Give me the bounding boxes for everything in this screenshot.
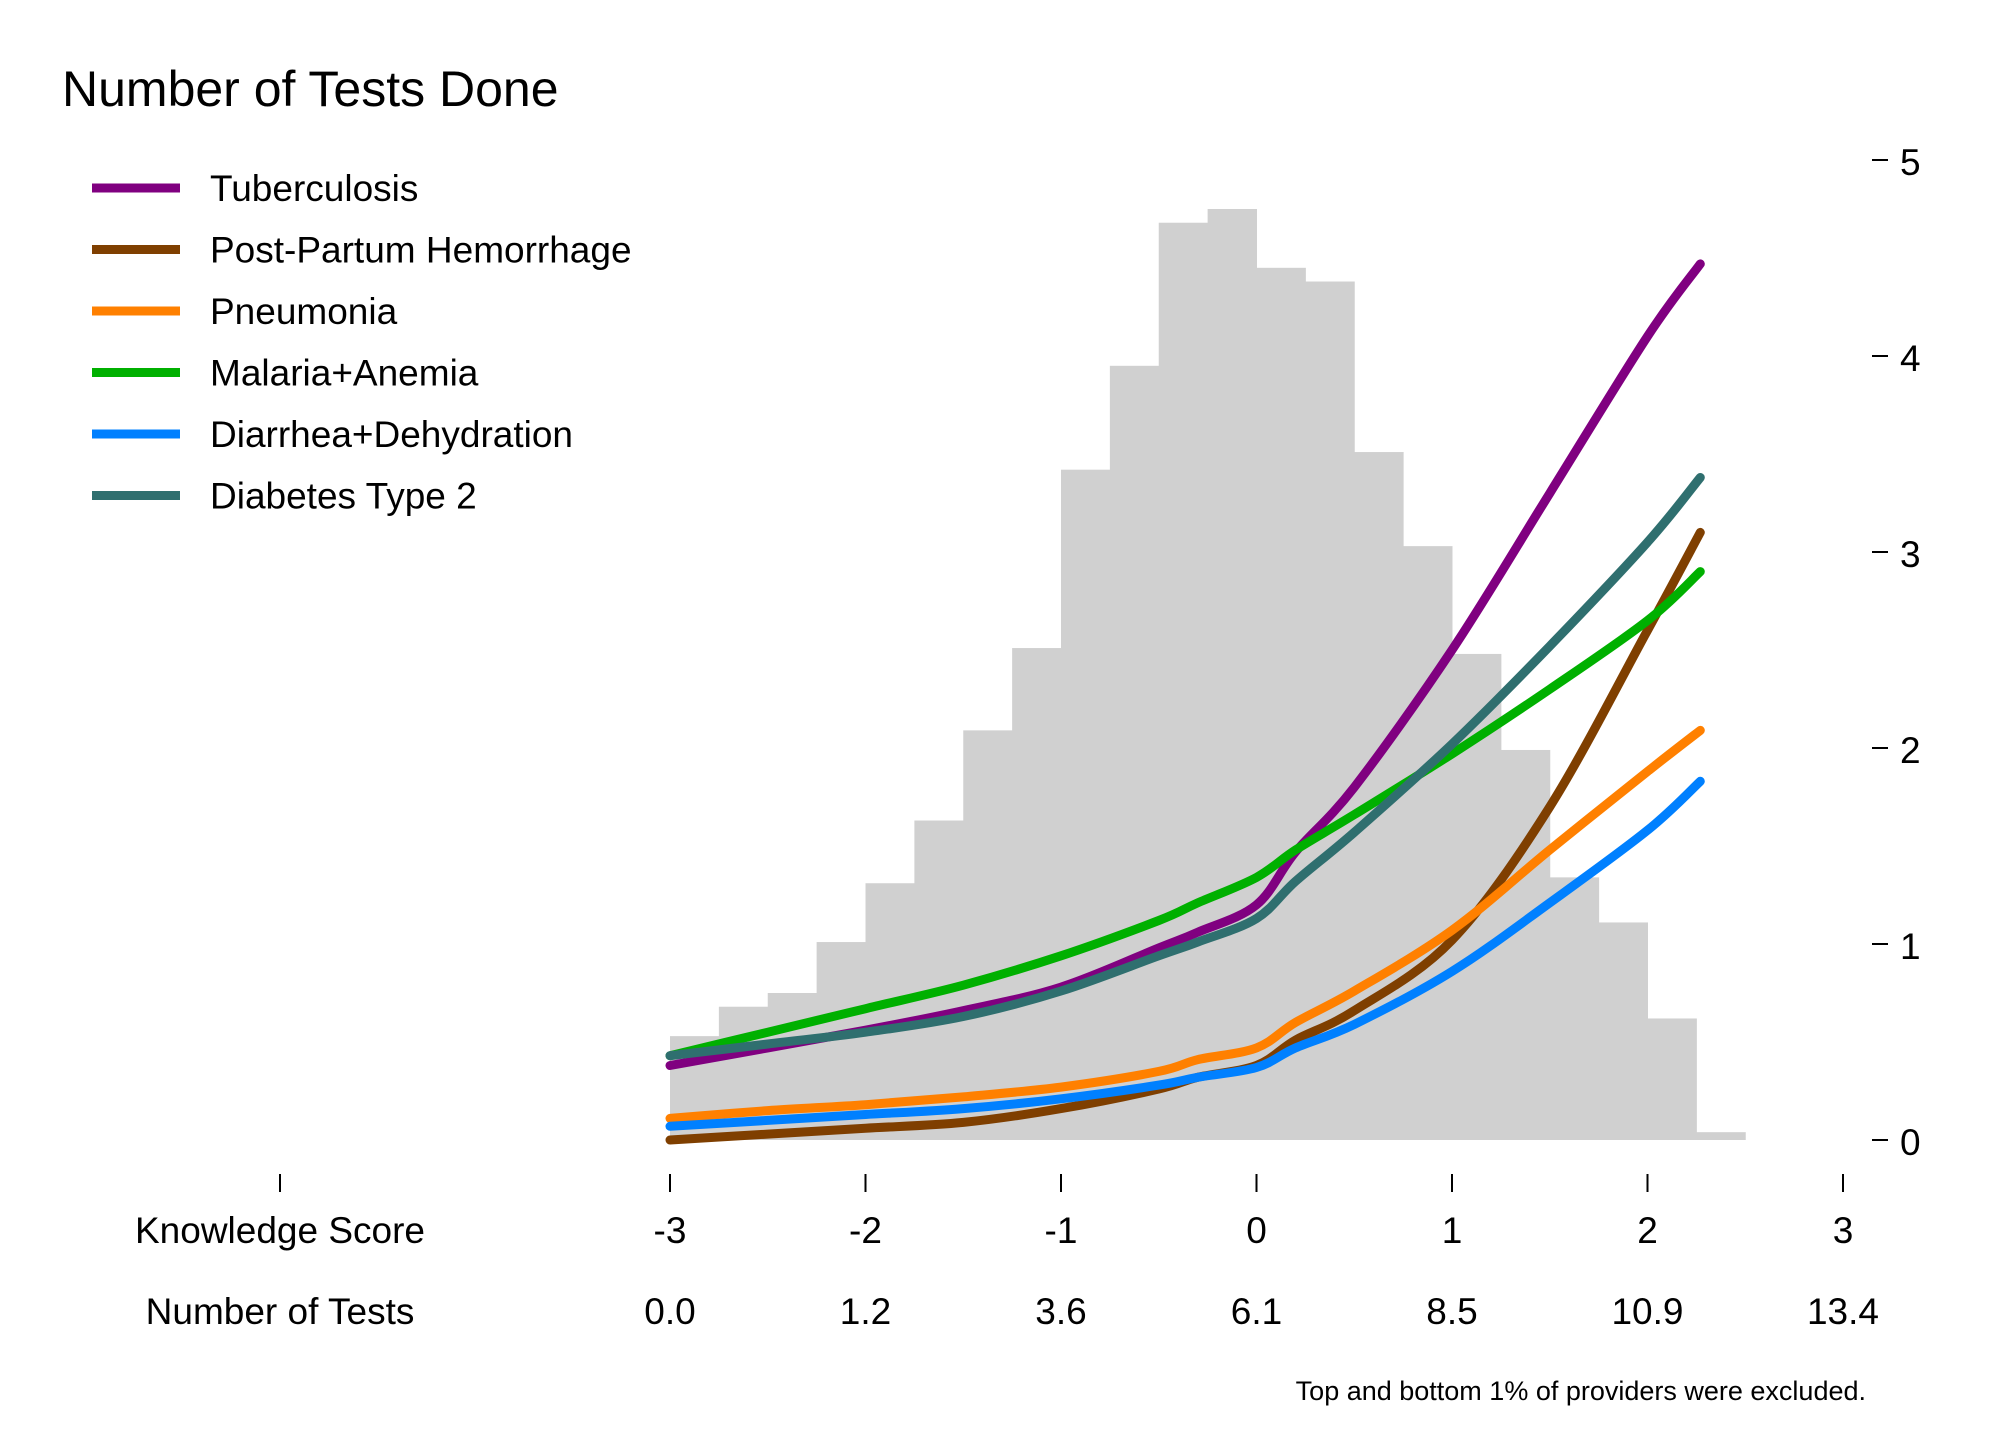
secondary-tick-label: 0.0 <box>644 1291 695 1332</box>
x-tick-label: -1 <box>1045 1210 1078 1251</box>
series-lines <box>665 259 1705 1145</box>
y-tick-label: 0 <box>1900 1122 1921 1163</box>
x-axis-label: Knowledge Score <box>135 1210 425 1251</box>
legend-label-malaria-anemia: Malaria+Anemia <box>210 353 479 394</box>
footnote: Top and bottom 1% of providers were excl… <box>1296 1376 1866 1406</box>
histogram-bar <box>1256 267 1306 1140</box>
histogram-bar <box>1598 922 1648 1140</box>
legend-label-diabetes-type-2: Diabetes Type 2 <box>210 476 477 517</box>
y-axis: 0 1 2 3 4 5 <box>1872 142 1921 1163</box>
x-axis: Knowledge Score Number of Tests -3 0.0 -2 1… <box>135 1174 1879 1332</box>
y-tick-label: 5 <box>1900 142 1921 183</box>
y-tick-label: 2 <box>1900 730 1921 771</box>
series-line-malaria-anemia <box>665 567 1705 1061</box>
x-tick-label: 0 <box>1246 1210 1267 1251</box>
secondary-tick-label: 3.6 <box>1035 1291 1086 1332</box>
x-tick-label: 2 <box>1637 1210 1658 1251</box>
x-tick-label: -2 <box>849 1210 882 1251</box>
histogram-bar <box>1207 209 1257 1140</box>
histogram-bar <box>1647 1018 1697 1140</box>
histogram-bar <box>1696 1132 1746 1140</box>
secondary-tick-label: 10.9 <box>1611 1291 1683 1332</box>
y-tick-label: 1 <box>1900 926 1921 967</box>
y-tick-label: 4 <box>1900 338 1921 379</box>
series-line-diarrhea-dehydration <box>665 776 1705 1131</box>
histogram-bar <box>1500 749 1551 1140</box>
series-line-pneumonia <box>665 725 1705 1123</box>
histogram-bar <box>1158 222 1209 1141</box>
legend-label-diarrhea-dehydration: Diarrhea+Dehydration <box>210 414 573 455</box>
secondary-tick-label: 8.5 <box>1426 1291 1477 1332</box>
legend-label-post-partum-hemorrhage: Post-Partum Hemorrhage <box>210 230 632 271</box>
x-tick-label: -3 <box>654 1210 687 1251</box>
legend-label-tuberculosis: Tuberculosis <box>210 168 418 209</box>
legend: Tuberculosis Post-Partum Hemorrhage Pneumo… <box>92 168 632 517</box>
histogram-bar <box>1549 877 1600 1140</box>
x-tick-label: 3 <box>1833 1210 1854 1251</box>
series-line-diabetes-type-2 <box>665 473 1705 1061</box>
histogram-bar <box>1061 469 1111 1140</box>
histogram-bar <box>963 730 1013 1140</box>
y-tick-label: 3 <box>1900 534 1921 575</box>
secondary-tick-label: 1.2 <box>840 1291 891 1332</box>
legend-label-pneumonia: Pneumonia <box>210 291 398 332</box>
chart-title: Number of Tests Done <box>62 61 559 117</box>
histogram-bar <box>1012 648 1062 1140</box>
secondary-tick-label: 6.1 <box>1231 1291 1282 1332</box>
x-tick-label: 1 <box>1442 1210 1463 1251</box>
histogram-bar <box>1109 365 1160 1140</box>
histogram-bar <box>914 820 964 1140</box>
secondary-tick-label: 13.4 <box>1807 1291 1879 1332</box>
histogram <box>670 209 1746 1141</box>
secondary-axis-label: Number of Tests <box>146 1291 415 1332</box>
histogram-bar <box>1403 546 1453 1140</box>
